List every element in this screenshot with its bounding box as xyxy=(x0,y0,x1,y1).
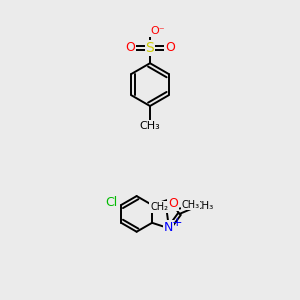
Text: CH₂: CH₂ xyxy=(150,202,168,212)
Text: CH₃: CH₃ xyxy=(140,121,160,131)
Text: +: + xyxy=(172,217,182,230)
Text: CH₃: CH₃ xyxy=(194,201,214,211)
Text: Cl: Cl xyxy=(106,196,118,209)
Text: O⁻: O⁻ xyxy=(150,26,165,36)
Text: O: O xyxy=(168,196,178,209)
Text: O: O xyxy=(165,41,175,54)
Text: CH₃: CH₃ xyxy=(182,200,200,210)
Text: S: S xyxy=(146,41,154,55)
Text: N: N xyxy=(164,221,173,234)
Text: O: O xyxy=(125,41,135,54)
